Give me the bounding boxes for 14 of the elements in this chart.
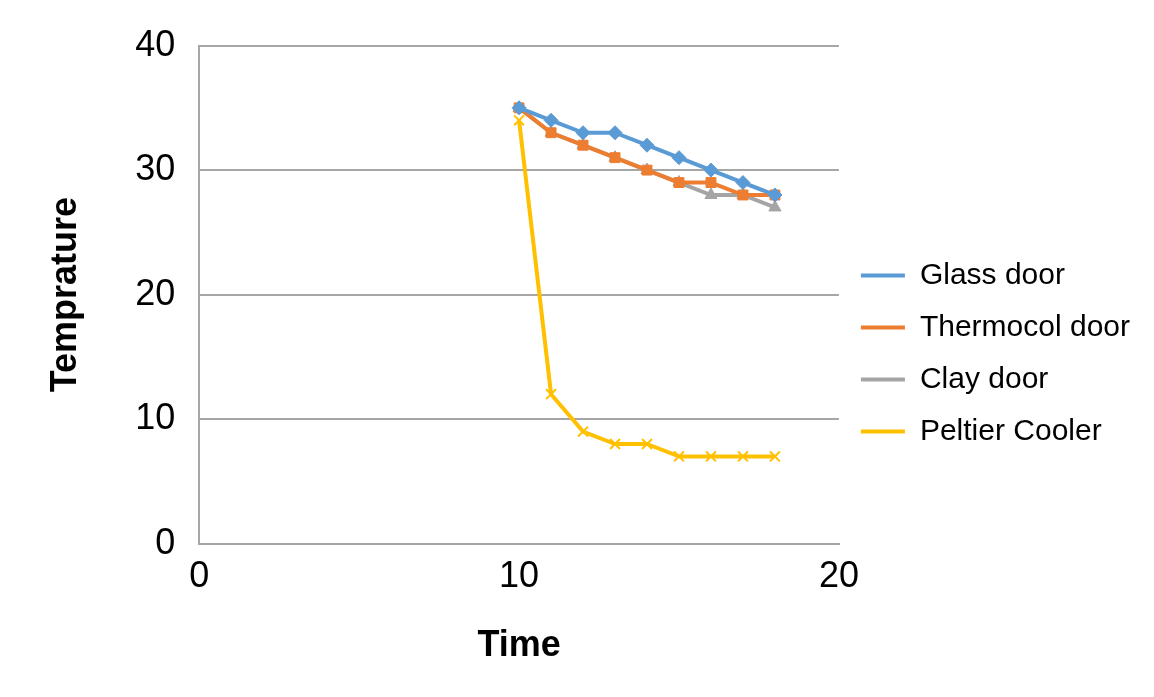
legend-label: Glass door — [919, 256, 1065, 290]
x-tick-label: 20 — [818, 554, 859, 596]
x-axis-title: Time — [477, 623, 561, 665]
y-tick-label: 0 — [155, 520, 176, 562]
legend-label: Clay door — [919, 360, 1049, 394]
legend-label: Peltier Cooler — [919, 412, 1102, 446]
y-axis-title: Temprature — [42, 196, 84, 393]
y-tick-label: 20 — [135, 271, 176, 313]
y-tick-label: 30 — [135, 147, 176, 189]
y-tick-label: 10 — [135, 396, 176, 438]
legend-label: Thermocol door — [919, 308, 1131, 342]
x-tick-label: 10 — [499, 554, 540, 596]
x-tick-label: 0 — [189, 554, 210, 596]
y-tick-label: 40 — [135, 22, 176, 64]
